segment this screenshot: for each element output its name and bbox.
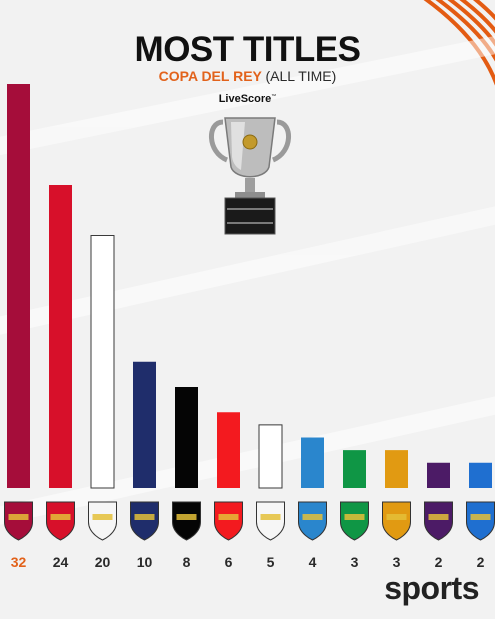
bar-espanyol-crest xyxy=(301,437,324,488)
bar-valencia-crest xyxy=(175,387,198,488)
value-label-real-union-crest: 3 xyxy=(393,554,401,570)
real-zaragoza-crest-icon xyxy=(214,501,243,541)
athletic-club-crest-icon xyxy=(46,501,75,541)
value-label-deportivo-crest: 2 xyxy=(435,554,443,570)
value-labels-group: 32 24 20 10 8 6 5 4 3 3 2 2 xyxy=(11,554,485,570)
espanyol-crest-icon xyxy=(298,501,327,541)
bar-athletic-club-crest xyxy=(49,185,72,488)
crests-group xyxy=(4,501,495,541)
livescore-wordmark: LiveScore xyxy=(218,93,272,105)
bar-real-sociedad-crest xyxy=(469,462,492,488)
real-union-crest-icon xyxy=(382,501,411,541)
valencia-crest-icon xyxy=(172,501,201,541)
value-label-real-betis-crest: 3 xyxy=(351,554,359,570)
sports-logo: sports xyxy=(384,570,479,606)
deportivo-crest-icon xyxy=(424,501,453,541)
bar-real-zaragoza-crest xyxy=(217,412,240,488)
chart-title: MOST TITLES xyxy=(134,30,361,69)
subtitle-competition: COPA DEL REY xyxy=(158,68,262,84)
value-label-real-madrid-crest: 20 xyxy=(95,554,111,570)
barcelona-crest-icon xyxy=(4,501,33,541)
bar-atletico-madrid-crest xyxy=(133,361,156,488)
bar-real-union-crest xyxy=(385,450,408,488)
bar-real-betis-crest xyxy=(343,450,366,488)
real-sociedad-crest-icon xyxy=(466,501,495,541)
bar-real-madrid-crest xyxy=(90,235,115,489)
real-madrid-crest-icon xyxy=(88,501,117,541)
bars-group xyxy=(7,84,492,489)
value-label-valencia-crest: 8 xyxy=(183,554,191,570)
value-label-real-zaragoza-crest: 6 xyxy=(225,554,233,570)
chart-subtitle: COPA DEL REY (ALL TIME) xyxy=(0,68,495,84)
bar-barcelona-crest xyxy=(7,84,30,488)
sevilla-crest-icon xyxy=(256,501,285,541)
copa-del-rey-trophy-icon xyxy=(209,117,291,235)
bar-sevilla-crest xyxy=(258,424,283,489)
value-label-espanyol-crest: 4 xyxy=(309,554,317,570)
value-label-real-sociedad-crest: 2 xyxy=(477,554,485,570)
value-label-athletic-club-crest: 24 xyxy=(53,554,69,570)
value-label-barcelona-crest: 32 xyxy=(11,554,27,570)
trademark-mark: ™ xyxy=(271,93,277,100)
livescore-logo: LiveScore™ xyxy=(0,93,495,105)
real-betis-crest-icon xyxy=(340,501,369,541)
atletico-madrid-crest-icon xyxy=(130,501,159,541)
subtitle-period: (ALL TIME) xyxy=(265,68,337,84)
value-label-sevilla-crest: 5 xyxy=(267,554,275,570)
bar-deportivo-crest xyxy=(427,462,450,488)
value-label-atletico-madrid-crest: 10 xyxy=(137,554,153,570)
